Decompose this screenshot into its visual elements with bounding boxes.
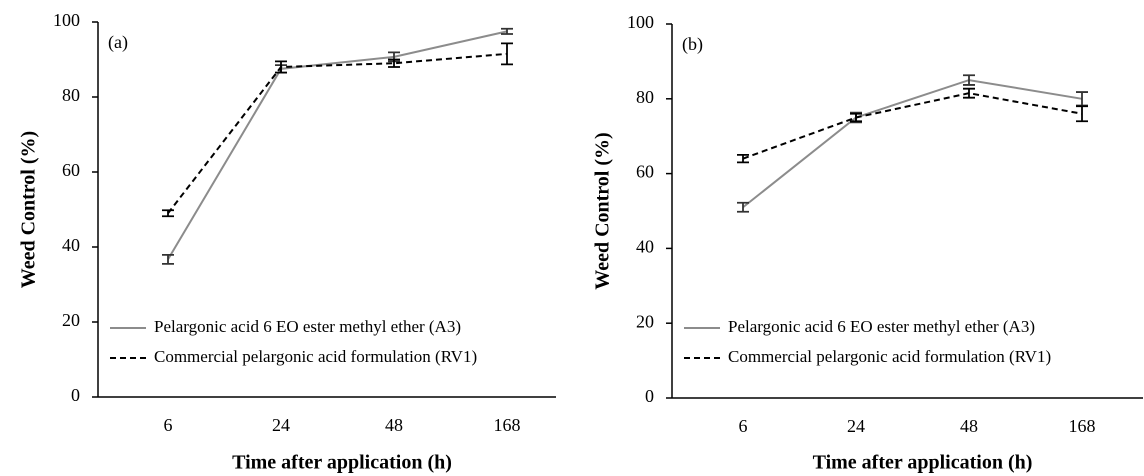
y-tick-label: 80 — [636, 87, 654, 107]
y-tick-label: 60 — [62, 160, 80, 180]
error-bar — [850, 112, 862, 123]
x-tick-label: 24 — [272, 415, 290, 435]
series-line — [167, 52, 508, 214]
x-tick-label: 48 — [385, 415, 403, 435]
y-tick-label: 40 — [62, 235, 80, 255]
error-bar — [737, 201, 749, 213]
panel-label: (a) — [108, 32, 128, 53]
y-axis-title: Weed Control (%) — [592, 132, 614, 289]
series-line — [742, 92, 1083, 160]
error-bar — [501, 27, 513, 35]
series-line — [167, 30, 508, 260]
x-tick-label: 48 — [960, 416, 978, 436]
y-axis-title: Weed Control (%) — [18, 131, 40, 288]
panel-label: (b) — [682, 34, 703, 55]
error-bar — [737, 154, 749, 164]
y-tick-label: 20 — [636, 311, 654, 331]
legend-label: Commercial pelargonic acid formulation (… — [154, 347, 477, 366]
y-tick-label: 60 — [636, 162, 654, 182]
x-tick-label: 24 — [847, 416, 865, 436]
legend-label: Pelargonic acid 6 EO ester methyl ether … — [154, 317, 461, 336]
error-bar — [963, 74, 975, 86]
y-tick-label: 100 — [53, 10, 80, 30]
x-tick-label: 168 — [1069, 416, 1096, 436]
error-bar — [963, 87, 975, 99]
y-tick-label: 0 — [645, 386, 654, 406]
y-tick-label: 20 — [62, 310, 80, 330]
x-tick-label: 6 — [739, 416, 748, 436]
error-bar — [388, 58, 400, 68]
error-bar — [162, 209, 174, 218]
x-axis-title: Time after application (h) — [232, 452, 452, 474]
series-line — [742, 79, 1083, 209]
error-bar — [275, 60, 287, 74]
y-tick-label: 80 — [62, 85, 80, 105]
x-tick-label: 6 — [164, 415, 173, 435]
y-tick-label: 100 — [627, 12, 654, 32]
error-bar — [501, 42, 513, 66]
y-tick-label: 0 — [71, 385, 80, 405]
x-axis-title: Time after application (h) — [813, 452, 1033, 474]
error-bar — [162, 253, 174, 265]
y-tick-label: 40 — [636, 237, 654, 257]
legend-label: Commercial pelargonic acid formulation (… — [728, 347, 1051, 366]
error-bar — [1076, 105, 1088, 123]
x-tick-label: 168 — [494, 415, 521, 435]
legend-label: Pelargonic acid 6 EO ester methyl ether … — [728, 317, 1035, 336]
